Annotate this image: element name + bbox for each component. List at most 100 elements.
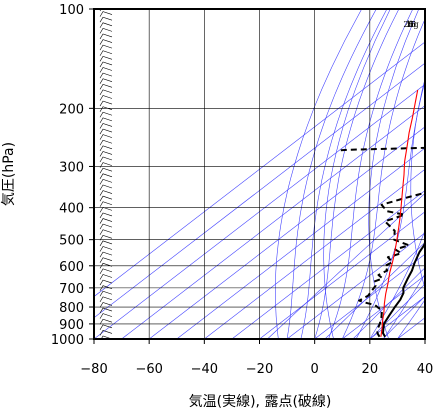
wind-barb (99, 156, 113, 163)
wind-barb (99, 184, 113, 191)
isotherm-line (342, 274, 425, 339)
y-tick-label: 300 (59, 160, 84, 175)
wind-barb (99, 201, 113, 207)
mixing-ratio-label: 20g (403, 20, 418, 29)
mixing-ratio-label: 15 (406, 20, 416, 29)
moist-adiabat-line (300, 9, 388, 339)
mixing-ratio-line (369, 283, 425, 339)
grid (94, 9, 425, 339)
moist-adiabat-line (355, 80, 425, 339)
isotherm-line (121, 105, 425, 339)
wind-barb (99, 212, 113, 219)
wind-barb (99, 206, 113, 213)
moist-adiabat-line (286, 9, 377, 339)
y-tick-label: 800 (59, 301, 84, 316)
moist-adiabat-line (383, 273, 425, 339)
wind-barb (99, 218, 113, 224)
dry-adiabat-line (368, 9, 420, 339)
y-tick-label: 700 (59, 282, 84, 297)
y-tick-label: 200 (59, 102, 84, 117)
wind-barb (99, 190, 113, 196)
moist-adiabat-line (328, 9, 414, 339)
wind-barb (99, 22, 113, 28)
dry-adiabat-line (410, 77, 425, 290)
wind-barb (99, 33, 113, 40)
wind-barb (99, 55, 113, 62)
wind-barb (99, 100, 113, 107)
wind-barb (99, 162, 113, 168)
moist-adiabat-line (341, 18, 425, 339)
mixing-ratio-line (266, 192, 425, 339)
isotherm-line (424, 338, 425, 339)
wind-barb (99, 50, 113, 56)
wind-barb (99, 240, 113, 247)
wind-barb (99, 290, 113, 297)
x-tick-label: 0 (311, 362, 319, 377)
wind-barb (99, 251, 113, 258)
wind-barb (99, 257, 113, 263)
y-tick-label: 500 (59, 234, 84, 249)
moist-adiabat-line (397, 299, 425, 339)
background-lines (94, 9, 425, 339)
wind-barb (99, 28, 113, 34)
wind-barb (99, 313, 113, 319)
wind-barb (99, 67, 113, 73)
wind-barb (99, 106, 113, 112)
wind-barb (99, 39, 113, 45)
dry-adiabat-line (275, 9, 362, 339)
y-tick-label: 100 (59, 3, 84, 18)
wind-barb (99, 123, 113, 129)
x-tick-label: 20 (362, 362, 379, 377)
isotherm-line (231, 190, 425, 339)
wind-barb (99, 117, 113, 124)
wind-barb (99, 111, 113, 118)
wind-barb (99, 195, 113, 202)
wind-barb (99, 234, 113, 241)
isotherm-line (148, 126, 425, 339)
wind-barb (99, 296, 113, 303)
x-tick-label: −80 (80, 362, 107, 377)
isotherm-line (94, 62, 425, 319)
wind-barb (99, 11, 113, 17)
wind-barb (99, 330, 113, 336)
wind-barb (99, 285, 113, 291)
isotherm-line (286, 232, 425, 339)
wind-barb (99, 179, 113, 185)
wind-barb (99, 78, 113, 84)
dry-adiabat-line (323, 9, 391, 339)
wind-barb (99, 16, 113, 23)
wind-barb (99, 246, 113, 252)
y-axis-label: 気圧(hPa) (1, 142, 17, 206)
wind-barb (99, 44, 113, 51)
wind-barb (99, 318, 113, 325)
isotherm-line (259, 211, 425, 339)
wind-barb (99, 72, 113, 79)
x-tick-label: −40 (191, 362, 218, 377)
x-axis-label: 気温(実線), 露点(破線) (189, 394, 332, 410)
wind-barb (99, 229, 113, 235)
parcel-line (380, 89, 419, 337)
isotherm-line (94, 41, 425, 297)
mixing-ratio-line (324, 242, 425, 339)
x-tick-label: 40 (417, 362, 434, 377)
temperature-line (382, 239, 425, 338)
wind-barb (99, 173, 113, 179)
isotherm-line (94, 84, 425, 339)
y-tick-label: 1000 (51, 333, 84, 348)
isotherm-line (176, 147, 425, 339)
y-tick-label: 600 (59, 260, 84, 275)
wind-barb (99, 262, 113, 269)
wind-barb (99, 145, 113, 151)
x-axis-ticks: −80 −60 −40 −20 0 20 40 (80, 339, 433, 377)
wind-barb (99, 134, 113, 140)
mixing-ratio-label: 1 (408, 20, 413, 29)
mixing-ratio-label: 5 (408, 20, 413, 29)
wind-barb (99, 61, 113, 68)
moist-adiabat-line (314, 9, 400, 339)
wind-barb (99, 139, 113, 146)
series-layer (339, 89, 425, 338)
wind-barb (99, 167, 113, 174)
isotherm-line (204, 168, 425, 339)
